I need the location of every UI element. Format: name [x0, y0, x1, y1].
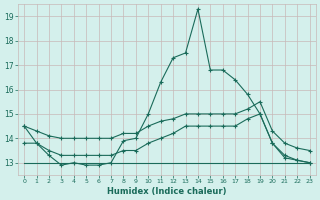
X-axis label: Humidex (Indice chaleur): Humidex (Indice chaleur)	[107, 187, 227, 196]
